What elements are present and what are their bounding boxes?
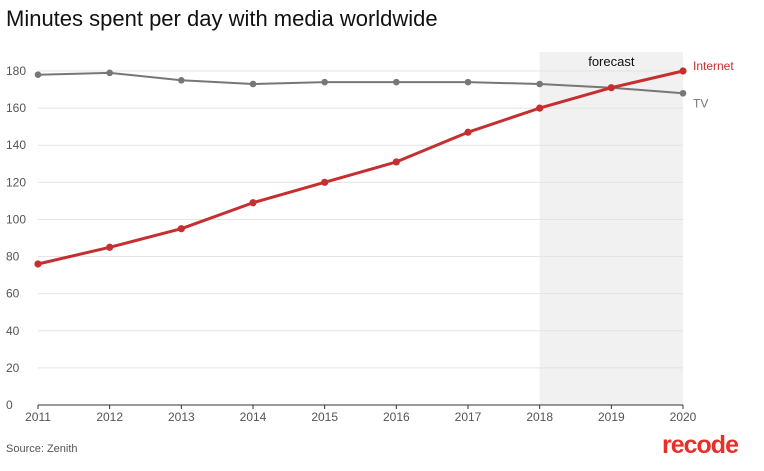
y-tick-label: 20 [6,361,20,375]
y-tick-label: 120 [6,175,26,189]
source-note: Source: Zenith [6,443,78,455]
y-tick-label: 60 [6,287,20,301]
data-point-tv-2016 [393,78,400,86]
x-tick-label: 2015 [311,410,338,424]
data-point-tv-2018 [536,80,543,88]
data-point-tv-2012 [106,69,113,77]
x-tick-label: 2017 [455,410,482,424]
data-point-internet-2019 [607,84,615,92]
x-tick-label: 2013 [168,410,195,424]
x-tick-label: 2014 [240,410,267,424]
data-point-tv-2017 [464,78,472,86]
data-point-internet-2012 [106,243,114,251]
y-tick-label: 0 [6,398,13,412]
data-point-tv-2014 [249,80,257,88]
x-tick-label: 2018 [526,410,553,424]
x-tick-label: 2011 [25,410,51,424]
chart-title: Minutes spent per day with media worldwi… [6,6,438,31]
x-tick-label: 2016 [383,410,410,424]
data-point-tv-2011 [34,71,42,79]
x-tick-label: 2019 [598,410,625,424]
data-point-internet-2016 [392,158,400,166]
data-point-internet-2014 [249,199,257,207]
series-label-internet: Internet [693,59,734,73]
data-point-internet-2017 [464,128,472,136]
y-tick-label: 160 [6,101,26,115]
x-tick-label: 2020 [670,410,697,424]
data-point-tv-2020 [679,89,687,97]
data-point-internet-2018 [536,104,544,112]
y-tick-label: 100 [6,212,26,226]
forecast-label: forecast [588,54,635,69]
forecast-band [539,52,683,405]
series-label-tv: TV [693,96,708,110]
y-tick-label: 40 [6,324,20,338]
series-line-internet [36,69,685,266]
recode-logo: recode [662,431,739,459]
y-tick-label: 180 [6,64,26,78]
data-point-tv-2015 [321,78,328,86]
data-point-internet-2020 [679,67,687,75]
series-line-tv [37,71,684,95]
x-tick-label: 2012 [96,410,123,424]
data-point-internet-2011 [34,260,42,268]
data-point-internet-2013 [177,225,185,233]
data-point-internet-2015 [321,178,329,186]
data-point-tv-2013 [178,76,185,84]
y-tick-label: 140 [6,138,26,152]
y-tick-label: 80 [6,250,20,264]
